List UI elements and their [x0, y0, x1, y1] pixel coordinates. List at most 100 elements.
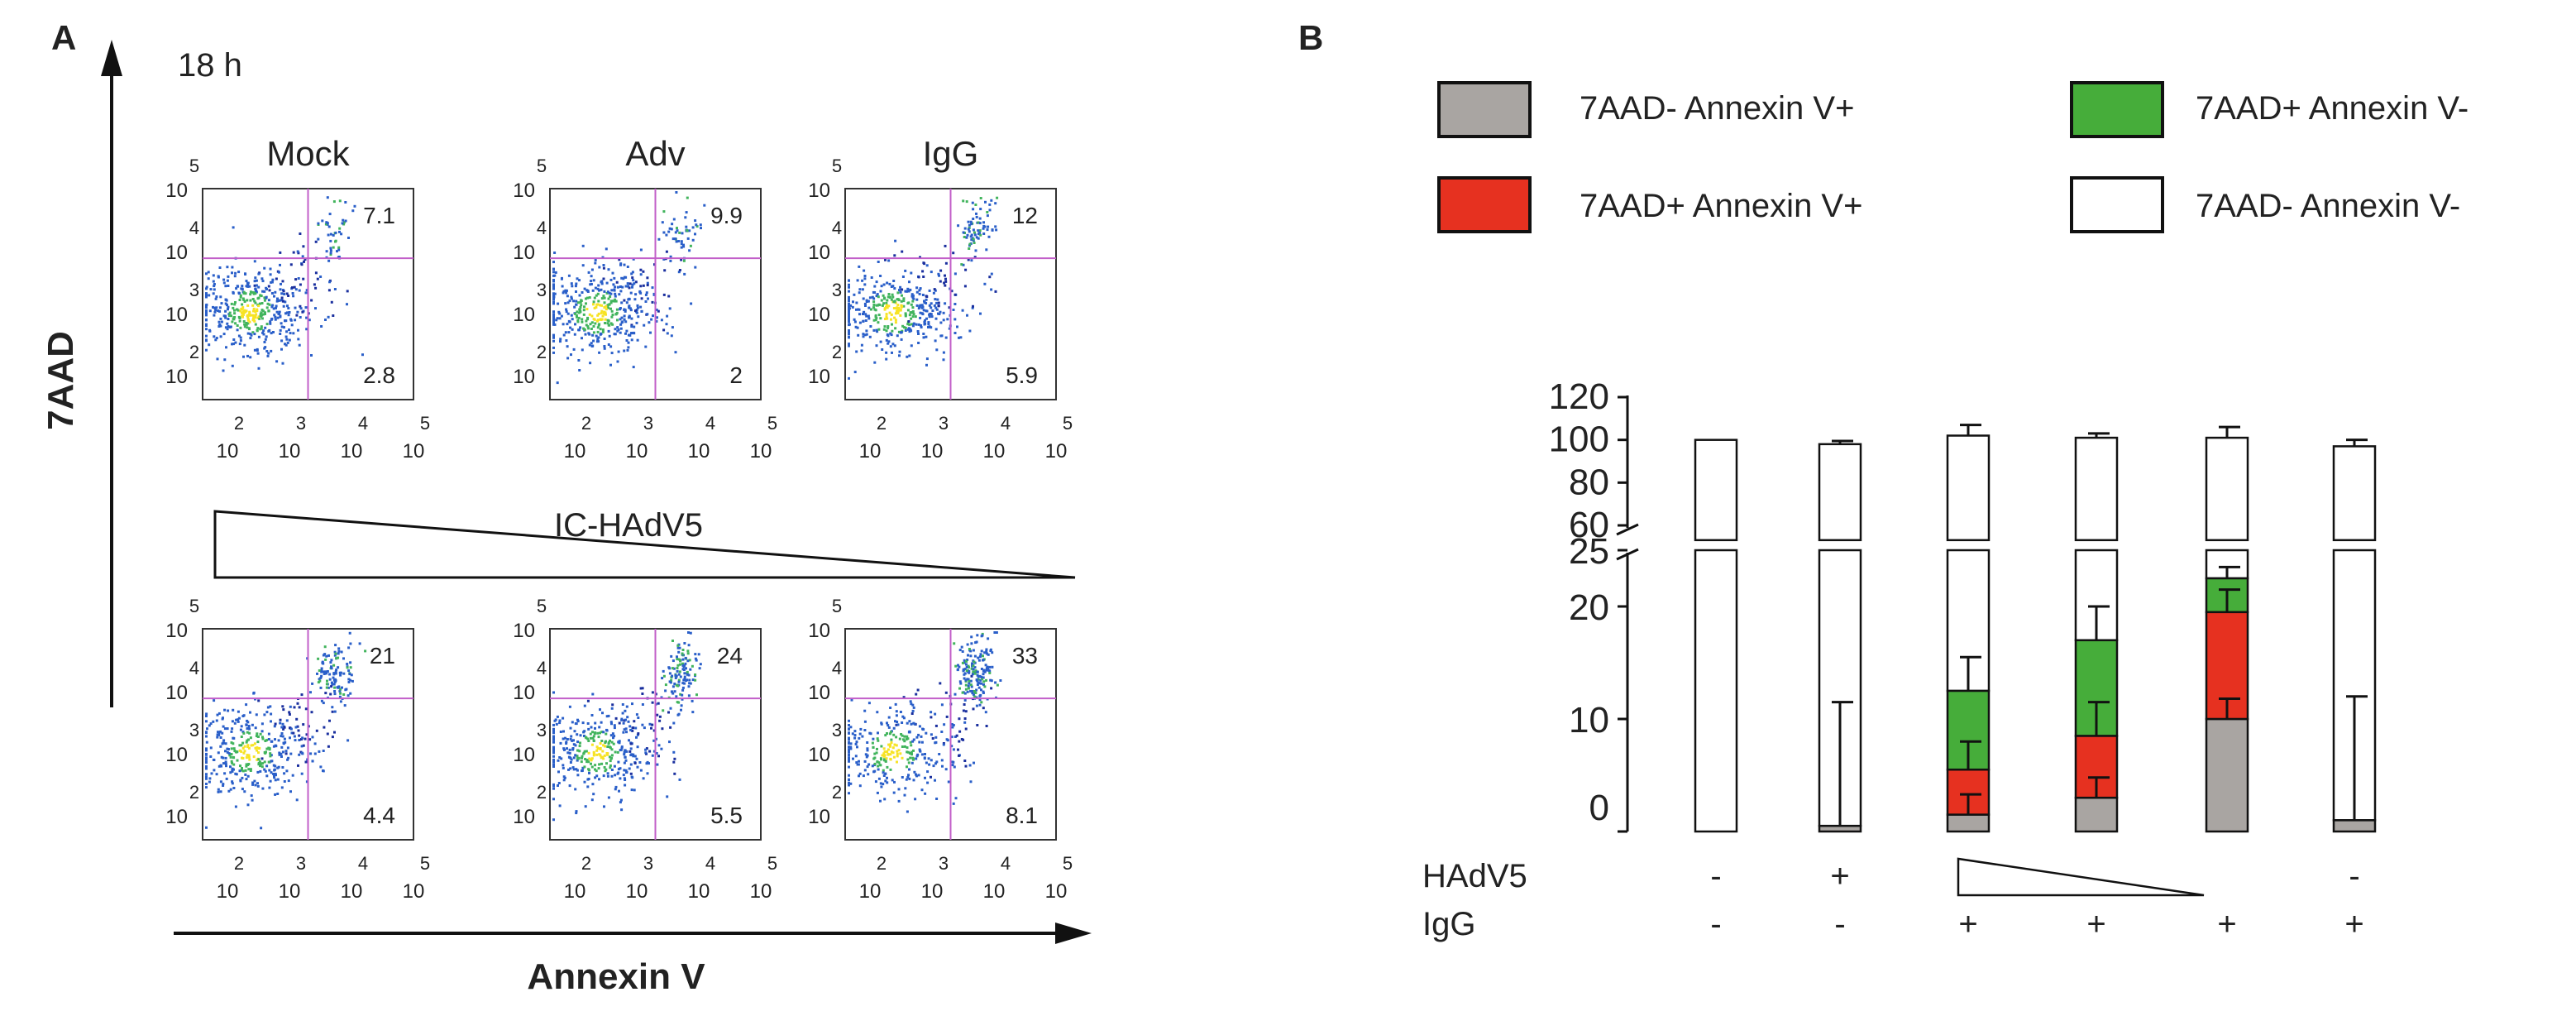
- y-tick-base: 10: [165, 806, 188, 828]
- y-tick-exponent: 5: [832, 596, 842, 616]
- hadv5-gradient-wedge: [1957, 857, 2205, 897]
- x-tick-base: 10: [279, 440, 301, 462]
- x-tick-exponent: 4: [1001, 853, 1011, 874]
- igg-sign: +: [2217, 906, 2236, 942]
- upper-right-percent: 12: [1012, 203, 1038, 228]
- y-tick-exponent: 3: [189, 720, 199, 740]
- y-tick-base: 10: [513, 366, 535, 388]
- x-tick-base: 10: [341, 440, 363, 462]
- y-tick-exponent: 3: [189, 280, 199, 300]
- x-axis-arrow-head: [1055, 923, 1092, 944]
- bar-stack: [1946, 434, 1991, 833]
- row-label-igg: IgG: [1422, 906, 1475, 942]
- y-tick-exponent: 2: [537, 342, 547, 362]
- y-tick-exponent: 4: [832, 658, 842, 678]
- x-tick-base: 10: [921, 880, 944, 903]
- lower-right-percent: 5.5: [710, 803, 743, 828]
- lower-right-percent: 2: [729, 362, 743, 388]
- y-tick-label: 25: [1569, 531, 1609, 572]
- y-tick-label: 10: [1569, 700, 1609, 740]
- y-tick-exponent: 5: [189, 156, 199, 176]
- y-tick-base: 10: [808, 180, 830, 202]
- y-tick-base: 10: [808, 744, 830, 766]
- bar-white-lower: [1694, 549, 1738, 833]
- y-axis-arrow-head: [101, 40, 122, 76]
- y-tick-label: 0: [1589, 788, 1609, 828]
- x-tick-exponent: 3: [296, 413, 306, 434]
- x-tick-exponent: 5: [420, 413, 430, 434]
- x-tick-base: 10: [564, 880, 586, 903]
- upper-right-percent: 7.1: [363, 203, 395, 228]
- lower-right-percent: 4.4: [363, 803, 395, 828]
- x-tick-base: 10: [750, 440, 772, 462]
- y-tick-exponent: 4: [537, 218, 547, 238]
- y-tick-exponent: 5: [537, 596, 547, 616]
- y-tick-exponent: 2: [537, 782, 547, 803]
- y-tick-base: 10: [513, 744, 535, 766]
- x-tick-exponent: 2: [234, 853, 244, 874]
- flow-plot-dots: [848, 196, 999, 380]
- y-tick-exponent: 3: [832, 720, 842, 740]
- x-tick-exponent: 5: [1063, 413, 1073, 434]
- x-tick-exponent: 4: [705, 853, 715, 874]
- bar-white-upper: [2205, 436, 2249, 542]
- bar-gray-segment: [2332, 819, 2377, 833]
- x-tick-exponent: 3: [643, 853, 653, 874]
- y-tick-label: 60: [1569, 505, 1609, 545]
- bar-white-upper: [1818, 443, 1862, 542]
- x-tick-base: 10: [217, 880, 239, 903]
- bar-white-upper: [1946, 434, 1991, 542]
- x-tick-base: 10: [859, 440, 882, 462]
- legend-swatch-gray: [1437, 81, 1532, 138]
- hadv5-sign: -: [1710, 858, 1721, 894]
- flow-plot-dots: [552, 631, 702, 822]
- y-tick-base: 10: [513, 242, 535, 264]
- x-tick-base: 10: [688, 880, 710, 903]
- x-tick-base: 10: [688, 440, 710, 462]
- bar-stack: [2205, 436, 2249, 833]
- y-tick-exponent: 3: [832, 280, 842, 300]
- flow-plot-dots: [205, 631, 367, 830]
- y-tick-base: 10: [513, 682, 535, 704]
- y-tick-exponent: 5: [832, 156, 842, 176]
- bar-stack: [1694, 439, 1738, 833]
- y-tick-base: 10: [808, 620, 830, 642]
- x-tick-exponent: 5: [767, 413, 777, 434]
- x-tick-base: 10: [279, 880, 301, 903]
- gradient-label: IC-HAdV5: [554, 507, 703, 544]
- panel-a: A 18 h 7AAD Annexin V IC-HAdV5 Mock 7.1 2.…: [41, 18, 1092, 997]
- upper-right-percent: 9.9: [710, 203, 743, 228]
- hadv5-sign: +: [1830, 858, 1849, 894]
- legend-label-gray: 7AAD- Annexin V+: [1580, 90, 1854, 127]
- igg-sign: +: [2086, 906, 2105, 942]
- y-tick-exponent: 5: [189, 596, 199, 616]
- y-tick-base: 10: [808, 682, 830, 704]
- x-tick-exponent: 5: [767, 853, 777, 874]
- x-tick-base: 10: [403, 880, 425, 903]
- igg-sign: +: [2344, 906, 2363, 942]
- x-tick-base: 10: [750, 880, 772, 903]
- x-tick-exponent: 4: [358, 853, 368, 874]
- flow-plot-title: IgG: [923, 134, 979, 173]
- y-tick-label: 80: [1569, 462, 1609, 502]
- legend-label-white: 7AAD- Annexin V-: [2196, 188, 2460, 224]
- y-tick-exponent: 2: [832, 782, 842, 803]
- flow-plot-dots: [552, 191, 706, 385]
- y-tick-base: 10: [165, 620, 188, 642]
- y-tick-exponent: 2: [189, 342, 199, 362]
- bar-gray-segment: [1946, 813, 1991, 833]
- y-tick-base: 10: [808, 304, 830, 326]
- y-tick-base: 10: [165, 242, 188, 264]
- y-tick-exponent: 4: [189, 218, 199, 238]
- y-tick-base: 10: [165, 744, 188, 766]
- x-tick-exponent: 2: [581, 853, 591, 874]
- y-tick-base: 10: [165, 180, 188, 202]
- x-tick-base: 10: [341, 880, 363, 903]
- bar-white-upper: [2074, 436, 2119, 542]
- y-tick-base: 10: [513, 304, 535, 326]
- y-tick-base: 10: [165, 304, 188, 326]
